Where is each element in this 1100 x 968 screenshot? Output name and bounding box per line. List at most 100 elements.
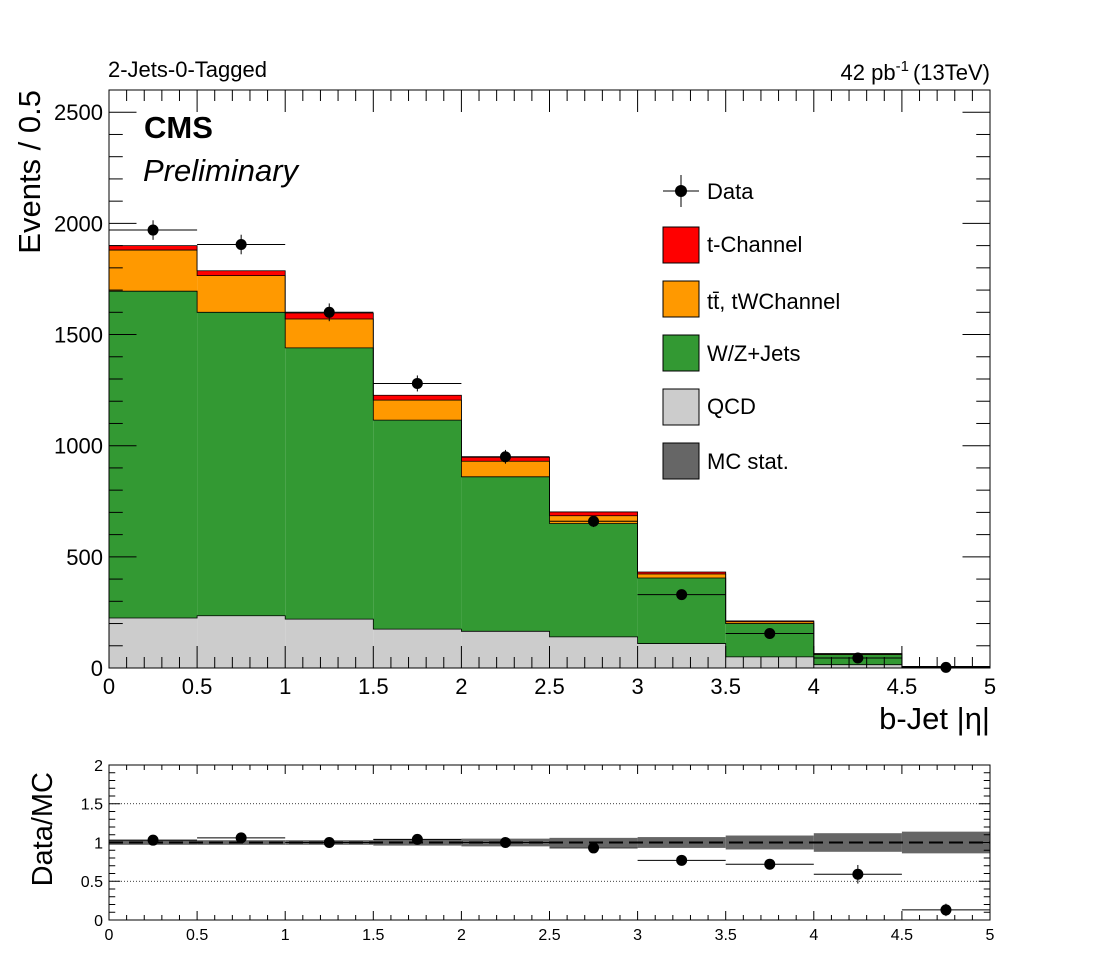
main-xtick-label-0: 0 bbox=[103, 674, 115, 699]
main-xtick-label-3: 1.5 bbox=[358, 674, 389, 699]
stack-bar-w-z-jets-3 bbox=[373, 420, 462, 630]
main-xtick-label-8: 4 bbox=[808, 674, 820, 699]
legend-entry-wzjets: W/Z+Jets bbox=[662, 334, 801, 372]
legend-entry-mc-stat: MC stat. bbox=[662, 442, 789, 480]
legend: Data t-Channel tt̄, tWChannel W/Z+Jets Q… bbox=[662, 175, 840, 480]
ratio-point-4 bbox=[499, 837, 511, 848]
stack-bar-w-z-jets-0 bbox=[109, 291, 198, 618]
stack-bar-qcd-1 bbox=[197, 615, 286, 668]
ratio-xtick-label-10: 5 bbox=[986, 927, 995, 944]
ratio-ytick-label-2: 1 bbox=[94, 835, 103, 852]
data-point-8 bbox=[852, 652, 864, 664]
experiment-name: CMS bbox=[144, 110, 213, 145]
stack-bar-w-z-jets-4 bbox=[461, 476, 550, 632]
main-xtick-label-5: 2.5 bbox=[534, 674, 565, 699]
ratio-xtick-label-0: 0 bbox=[105, 927, 114, 944]
ratio-point-8 bbox=[852, 868, 864, 880]
main-xtick-label-6: 3 bbox=[631, 674, 643, 699]
ratio-band-9 bbox=[901, 831, 990, 854]
stack-bar-w-z-jets-6 bbox=[637, 577, 726, 644]
stack-bar-qcd-3 bbox=[373, 629, 462, 668]
t-channel-swatch bbox=[662, 226, 700, 264]
ratio-xtick-label-9: 4.5 bbox=[891, 927, 913, 944]
stack-bar-t-channel-5 bbox=[549, 511, 638, 516]
data-point-7 bbox=[764, 628, 776, 640]
ratio-point-2 bbox=[323, 837, 335, 848]
stack-bar-qcd-5 bbox=[549, 636, 638, 668]
ratio-xtick-label-6: 3 bbox=[633, 927, 642, 944]
ratio-xtick-label-5: 2.5 bbox=[538, 927, 560, 944]
legend-entry-qcd: QCD bbox=[662, 388, 756, 426]
data-point-3 bbox=[411, 377, 423, 389]
ratio-point-1 bbox=[235, 832, 247, 844]
ratio-point-9 bbox=[940, 904, 952, 916]
data-point-4 bbox=[499, 451, 511, 463]
data-point-2 bbox=[323, 306, 335, 318]
ttbar-symbol: tt̄ bbox=[707, 289, 719, 314]
main-ytick-label-2: 1000 bbox=[54, 434, 103, 459]
y-axis-title: Events / 0.5 bbox=[12, 90, 47, 254]
ratio-xtick-label-3: 1.5 bbox=[362, 927, 384, 944]
stack-bar-t-channel-1 bbox=[197, 270, 286, 276]
ratio-y-axis-title: Data/MC bbox=[27, 772, 59, 886]
ratio-ytick-label-3: 1.5 bbox=[81, 797, 103, 814]
stack-bar-t-channel-6 bbox=[637, 571, 726, 574]
data-point-6 bbox=[676, 589, 688, 601]
data-point-1 bbox=[235, 239, 247, 251]
stack-bar-t-channel-0 bbox=[109, 245, 198, 251]
data-points bbox=[109, 220, 990, 673]
stacked-fills bbox=[109, 245, 990, 668]
stack-bar-tt-twchannel-4 bbox=[461, 461, 550, 477]
stack-bar-tt-twchannel-3 bbox=[373, 400, 462, 421]
category-label: 2-Jets-0-Tagged bbox=[108, 57, 267, 82]
stack-bar-tt-twchannel-2 bbox=[285, 318, 374, 348]
ratio-xtick-label-8: 4 bbox=[809, 927, 818, 944]
x-axis-title: b-Jet |η| bbox=[879, 701, 990, 736]
ratio-xtick-label-1: 0.5 bbox=[186, 927, 208, 944]
data-point-0 bbox=[147, 224, 159, 236]
ratio-ytick-label-4: 2 bbox=[94, 758, 103, 775]
main-ytick-label-1: 500 bbox=[66, 545, 103, 570]
ratio-xtick-label-7: 3.5 bbox=[715, 927, 737, 944]
ratio-ytick-label-1: 0.5 bbox=[81, 874, 103, 891]
stack-bar-qcd-6 bbox=[637, 643, 726, 668]
main-xtick-label-10: 5 bbox=[984, 674, 996, 699]
main-ytick-label-0: 0 bbox=[91, 656, 103, 681]
legend-entry-ttbar: tt̄, tWChannel bbox=[662, 280, 840, 318]
lumi-value: 42 pb bbox=[841, 60, 896, 85]
legend-label-ttbar: tt̄, tWChannel bbox=[707, 289, 840, 314]
mc-stat-swatch bbox=[662, 442, 700, 480]
legend-label-qcd: QCD bbox=[707, 394, 756, 419]
main-xtick-label-4: 2 bbox=[455, 674, 467, 699]
stack-bar-w-z-jets-5 bbox=[549, 523, 638, 637]
stack-bar-w-z-jets-2 bbox=[285, 347, 374, 620]
main-ytick-label-3: 1500 bbox=[54, 322, 103, 347]
data-marker-icon bbox=[675, 185, 687, 197]
main-xtick-label-9: 4.5 bbox=[887, 674, 918, 699]
stack-bar-qcd-0 bbox=[109, 617, 198, 668]
data-point-5 bbox=[588, 515, 600, 527]
ratio-point-6 bbox=[676, 854, 688, 866]
stack-bar-qcd-4 bbox=[461, 631, 550, 668]
lumi-energy: (13TeV) bbox=[913, 60, 990, 85]
ratio-points bbox=[109, 832, 990, 917]
ratio-axes: 0 0.5 1 1.5 2 2.5 3 3.5 4 4.5 5 0 0.5 1 1.5 2 bbox=[81, 758, 995, 944]
stack-bar-qcd-7 bbox=[725, 656, 814, 668]
ratio-xtick-label-2: 1 bbox=[281, 927, 290, 944]
stack-bar-tt-twchannel-1 bbox=[197, 275, 286, 313]
ttbar-swatch bbox=[662, 280, 700, 318]
stack-bar-qcd-8 bbox=[813, 664, 902, 668]
luminance-label: 42 pb-1 (13TeV) bbox=[841, 58, 990, 85]
data-point-9 bbox=[940, 661, 952, 673]
stack-bar-tt-twchannel-0 bbox=[109, 250, 198, 292]
ratio-point-0 bbox=[147, 834, 159, 846]
stack-bar-tt-twchannel-7 bbox=[725, 621, 814, 624]
legend-entry-t-channel: t-Channel bbox=[662, 226, 802, 264]
ratio-xtick-label-4: 2 bbox=[457, 927, 466, 944]
wzjets-swatch bbox=[662, 334, 700, 372]
stack-bar-w-z-jets-1 bbox=[197, 312, 286, 616]
legend-label-wzjets: W/Z+Jets bbox=[707, 341, 801, 366]
stack-bar-t-channel-3 bbox=[373, 395, 462, 401]
main-axes: 0 0.5 1 1.5 2 2.5 3 3.5 4 4.5 5 0 500 1000 1500 2000 250… bbox=[54, 89, 996, 699]
